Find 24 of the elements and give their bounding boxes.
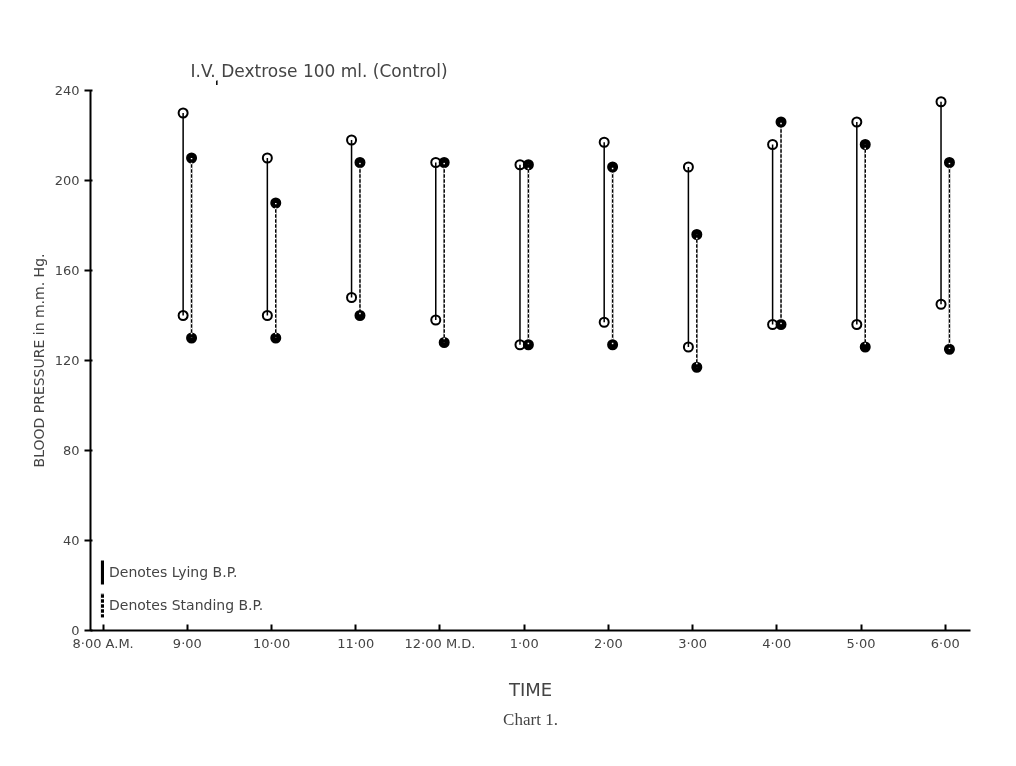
x-tick-label: 11·00 <box>337 635 375 651</box>
text: I.V. Dextrose 100 ml. (Control) <box>190 60 448 81</box>
y-axis-title: BLOOD PRESSURE in m.m. Hg. <box>30 253 47 468</box>
x-tick-label: 3·00 <box>678 635 708 651</box>
x-tick-label: 5·00 <box>846 635 876 651</box>
x-tick-label: 12·00 M.D. <box>404 635 476 651</box>
x-tick-label: 1·00 <box>509 635 539 651</box>
y-tick-label: 40 <box>62 533 80 548</box>
y-tick-label: 80 <box>62 443 80 458</box>
x-tick-label: 6·00 <box>930 635 960 651</box>
y-tick-label: 200 <box>54 173 80 188</box>
legend-label: Denotes Lying B.P. <box>109 564 238 580</box>
x-axis-title: TIME <box>507 678 553 700</box>
y-tick-label: 120 <box>54 353 80 368</box>
y-tick-label: 160 <box>54 263 80 278</box>
caption: Chart 1. <box>503 709 558 729</box>
x-tick-label: 9·00 <box>172 635 202 651</box>
x-tick-label: 10·00 <box>252 635 291 651</box>
y-tick-label: 240 <box>54 83 80 98</box>
legend-label: Denotes Standing B.P. <box>109 597 264 613</box>
x-tick-label: 4·00 <box>762 635 792 651</box>
x-tick-label: 8·00 A.M. <box>72 635 134 651</box>
x-tick-label: 2·00 <box>593 635 623 651</box>
y-tick-label: 0 <box>71 623 80 638</box>
